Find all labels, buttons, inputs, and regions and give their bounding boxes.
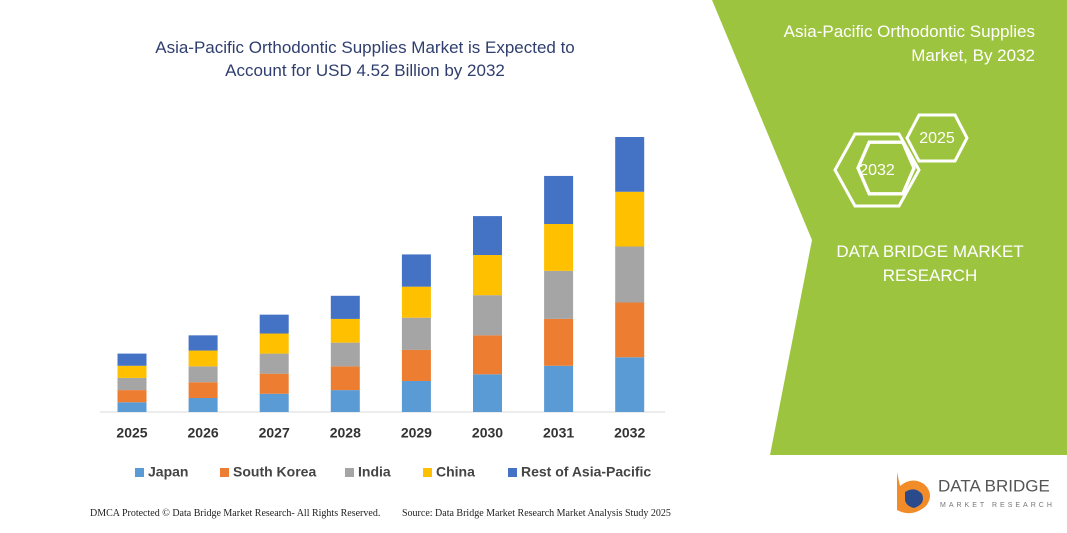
bar-segment bbox=[330, 366, 360, 391]
bar-segment bbox=[259, 393, 289, 412]
x-tick-label: 2032 bbox=[614, 425, 645, 441]
bar-segment bbox=[615, 246, 645, 303]
bar-segment bbox=[117, 390, 147, 403]
x-tick-label: 2026 bbox=[188, 425, 219, 441]
footer-copyright: DMCA Protected © Data Bridge Market Rese… bbox=[90, 508, 381, 519]
legend-label: Rest of Asia-Pacific bbox=[521, 464, 651, 480]
bar-segment bbox=[188, 335, 218, 351]
hexagon bbox=[833, 132, 921, 208]
logo-tagline: MARKET RESEARCH bbox=[940, 502, 1055, 509]
legend-label: China bbox=[436, 464, 475, 480]
bar-segment bbox=[259, 373, 289, 394]
bar-segment bbox=[473, 374, 502, 412]
x-tick-label: 2025 bbox=[116, 425, 147, 441]
hexagon-label: 2025 bbox=[919, 130, 955, 147]
legend-swatch bbox=[423, 468, 432, 477]
bar-segment bbox=[401, 349, 431, 381]
hexagon bbox=[856, 140, 916, 196]
brand: DATA BRIDGE MARKET RESEARCH bbox=[836, 242, 1024, 285]
bar-segment bbox=[188, 350, 218, 367]
legend-label: South Korea bbox=[233, 464, 316, 480]
bar-segment bbox=[330, 318, 360, 343]
hexagon bbox=[905, 113, 969, 163]
x-tick-label: 2028 bbox=[330, 425, 361, 441]
bar-segment bbox=[615, 302, 645, 358]
x-tick-label: 2031 bbox=[543, 425, 574, 441]
bar-segment bbox=[544, 224, 574, 271]
bar-segment bbox=[330, 390, 360, 412]
legend-swatch bbox=[220, 468, 229, 477]
bar-segment bbox=[473, 255, 502, 296]
x-tick-label: 2029 bbox=[401, 425, 432, 441]
bar-segment bbox=[330, 342, 360, 367]
legend-swatch bbox=[508, 468, 517, 477]
bar-segment bbox=[117, 402, 147, 412]
bar-segment bbox=[188, 382, 218, 399]
legend-swatch bbox=[135, 468, 144, 477]
bar-segment bbox=[401, 286, 431, 318]
bar-segment bbox=[615, 137, 645, 192]
bar-segment bbox=[401, 380, 431, 412]
bar-segment bbox=[117, 353, 147, 366]
x-tick-label: 2030 bbox=[472, 425, 503, 441]
bar-segment bbox=[615, 357, 645, 412]
bar-segment bbox=[259, 353, 289, 374]
bar-segment bbox=[401, 254, 431, 287]
bar-segment bbox=[259, 314, 289, 334]
legend-label: India bbox=[358, 464, 391, 480]
chart-title: Asia-Pacific Orthodontic Supplies Market… bbox=[155, 38, 575, 80]
bar-segment bbox=[544, 175, 574, 225]
bar-segment bbox=[117, 377, 147, 391]
logo-name: DATA BRIDGE bbox=[938, 476, 1050, 495]
bar-segment bbox=[544, 318, 574, 366]
bar-segment bbox=[473, 216, 502, 256]
bar-segment bbox=[473, 295, 502, 336]
bar-segment bbox=[473, 335, 502, 375]
bar-segment bbox=[117, 365, 147, 378]
bar-segment bbox=[259, 333, 289, 354]
panel-title: Asia-Pacific Orthodontic Supplies Market… bbox=[783, 22, 1035, 65]
bar-segment bbox=[188, 398, 218, 412]
bar-segment bbox=[615, 191, 645, 247]
hexagon-label: 2032 bbox=[859, 162, 895, 179]
logo-icon bbox=[905, 489, 923, 508]
bar-segment bbox=[544, 365, 574, 412]
bar-segment bbox=[188, 366, 218, 383]
footer-source: Source: Data Bridge Market Research Mark… bbox=[402, 508, 671, 519]
side-panel bbox=[712, 0, 1067, 455]
bar-segment bbox=[330, 295, 360, 319]
bar-segment bbox=[544, 270, 574, 319]
x-tick-label: 2027 bbox=[259, 425, 290, 441]
legend-label: Japan bbox=[148, 464, 188, 480]
legend-swatch bbox=[345, 468, 354, 477]
bar-segment bbox=[401, 317, 431, 350]
